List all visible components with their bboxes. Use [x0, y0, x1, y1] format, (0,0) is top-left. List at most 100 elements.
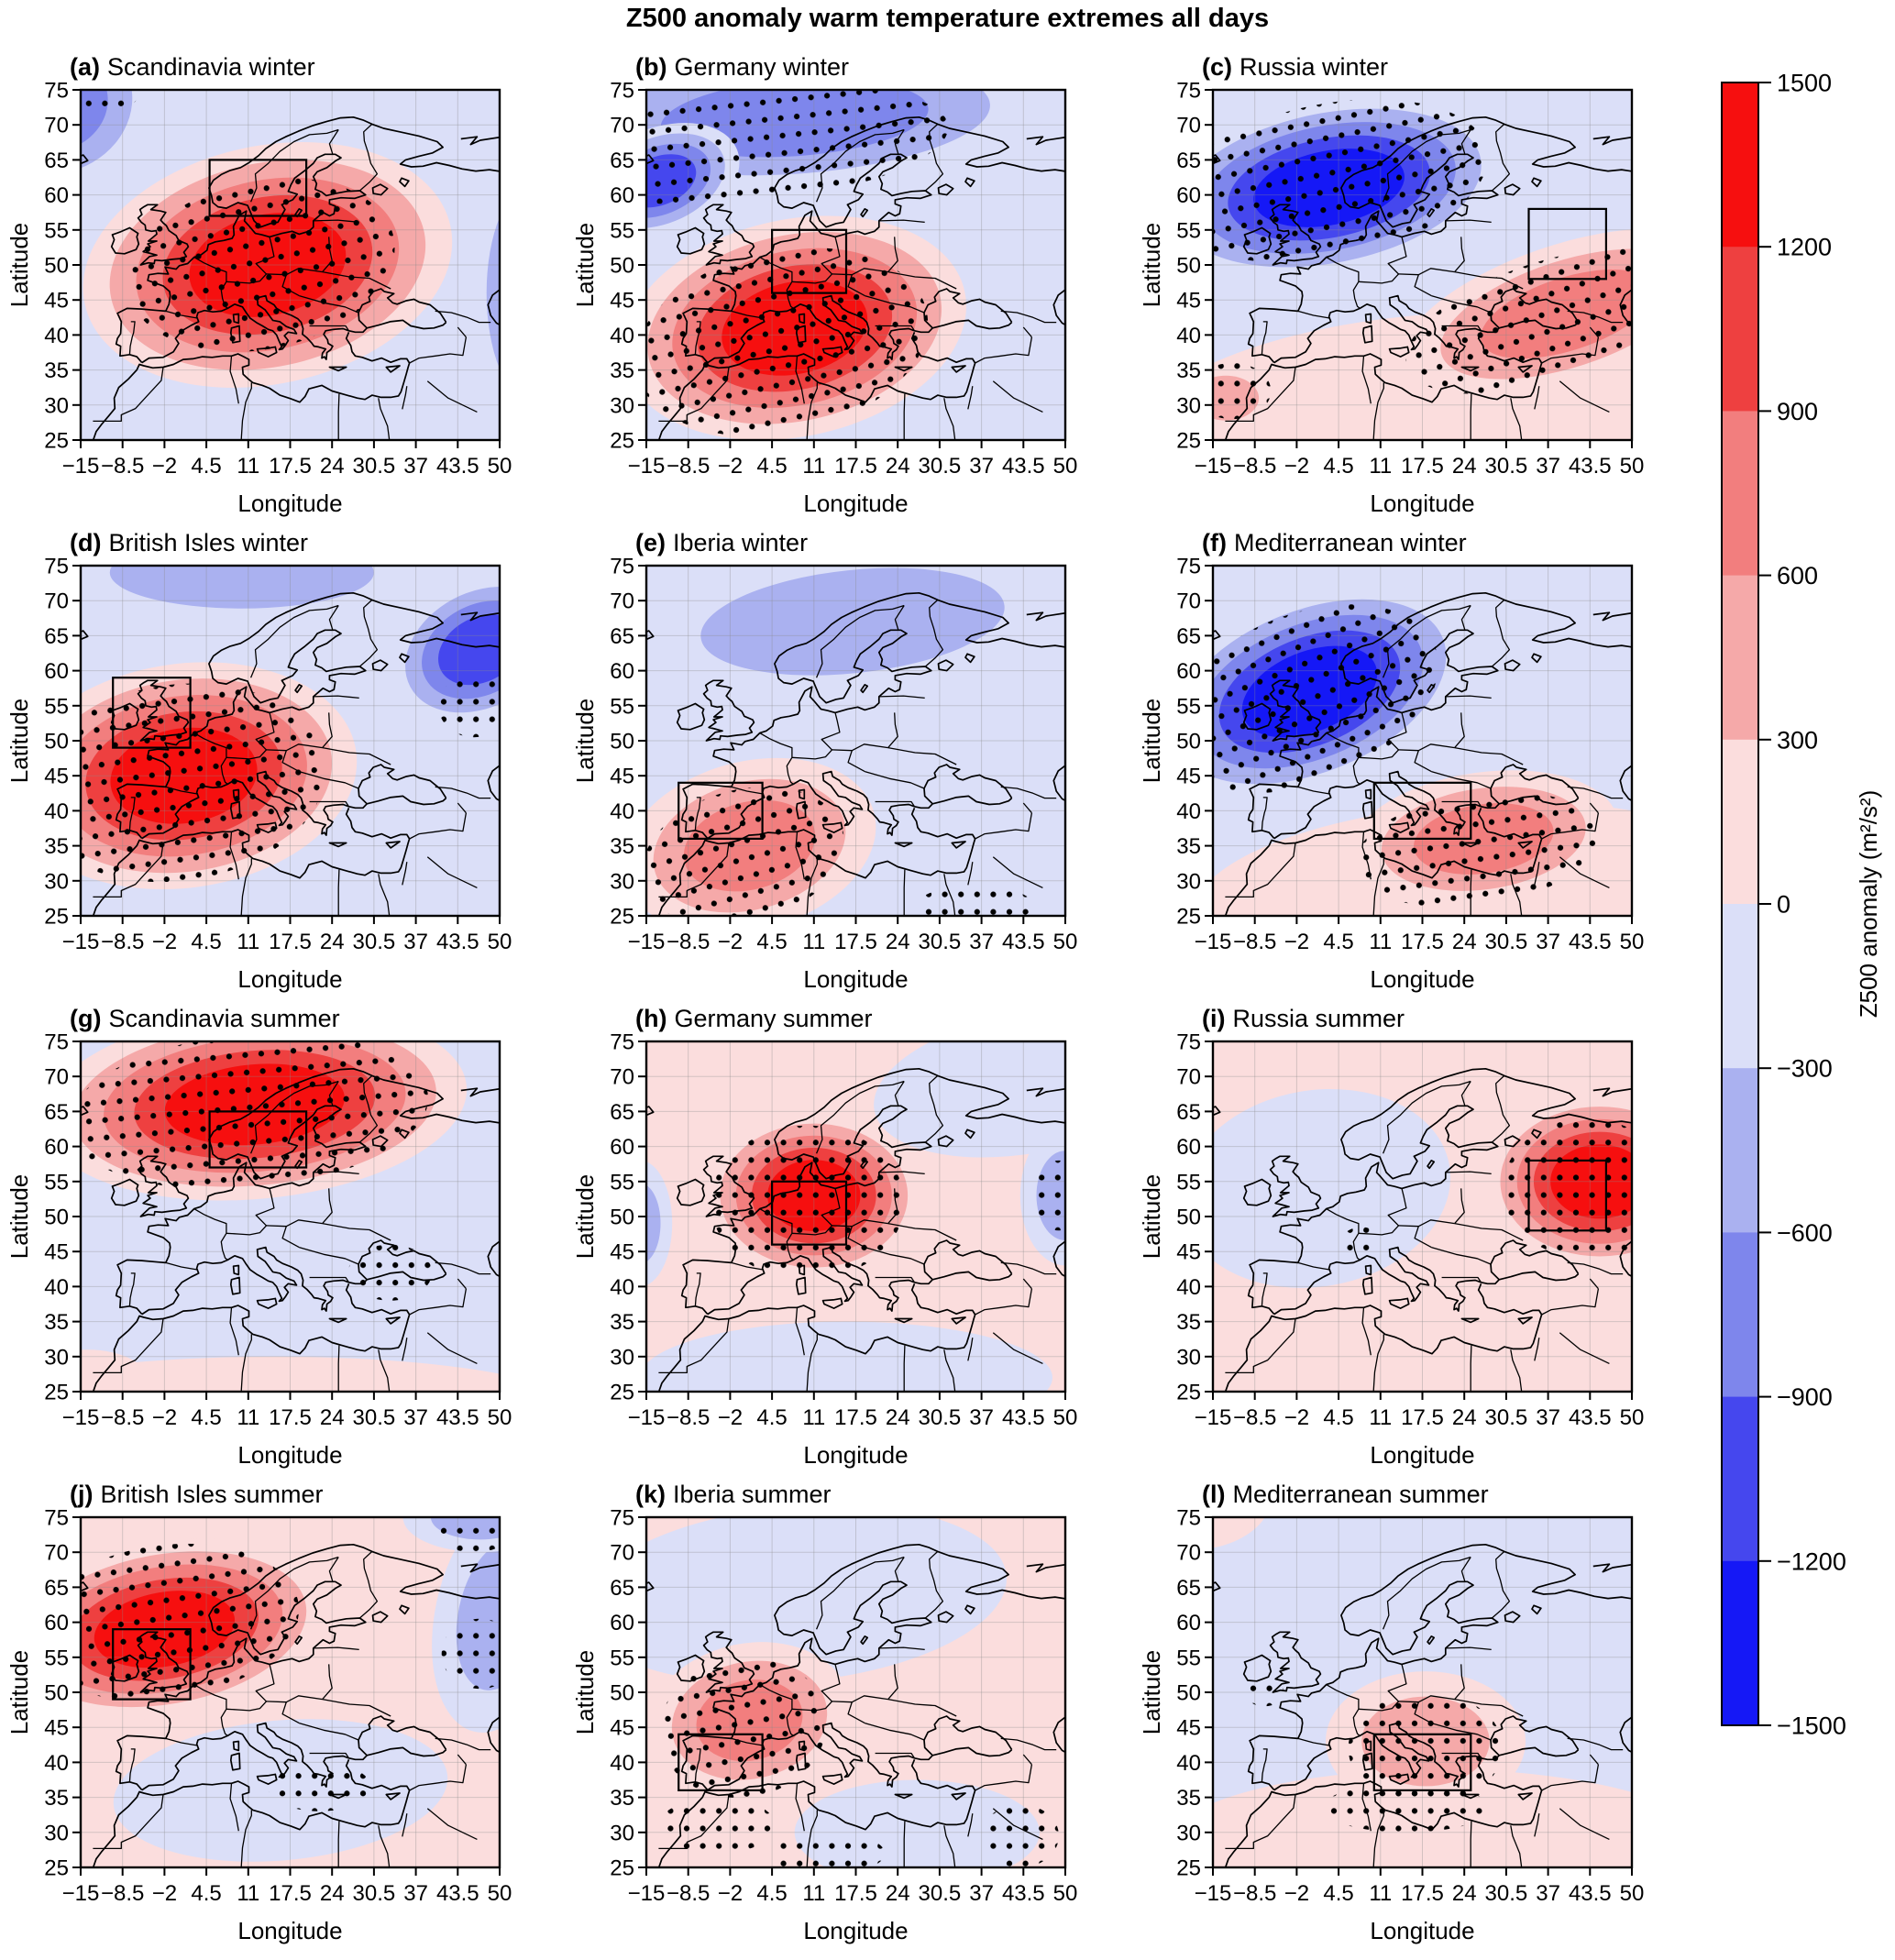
panel-c: 25 30 35 40 45 50 55 60 65 70 75 −15 −8.5 −2 4.5 11 17.5… [1132, 42, 1701, 521]
svg-text:50: 50 [1176, 1681, 1201, 1706]
svg-text:30.5: 30.5 [919, 930, 962, 954]
country-borders [1225, 599, 1624, 916]
svg-text:50: 50 [44, 1206, 69, 1230]
y-axis-label: Latitude [6, 223, 33, 308]
svg-text:−8.5: −8.5 [1233, 454, 1276, 479]
svg-text:30: 30 [610, 1345, 634, 1370]
svg-text:43.5: 43.5 [1002, 1881, 1045, 1906]
svg-text:−15: −15 [1195, 1405, 1232, 1430]
coastlines [646, 1067, 1065, 1392]
panel-j-svg: 25 30 35 40 45 50 55 60 65 70 75 −15 −8.5 −2 4.5 11 17.5… [6, 1481, 512, 1944]
svg-text:35: 35 [610, 834, 634, 859]
panel-title: (j) British Isles summer [70, 1481, 324, 1508]
svg-text:45: 45 [610, 765, 634, 789]
panel-g-svg: 25 30 35 40 45 50 55 60 65 70 75 −15 −8.5 −2 4.5 11 17.5… [6, 1005, 512, 1469]
svg-text:4.5: 4.5 [191, 454, 221, 479]
svg-text:4.5: 4.5 [756, 454, 787, 479]
svg-text:−2: −2 [152, 1405, 177, 1430]
svg-text:37: 37 [969, 1405, 994, 1430]
x-axis-label: Longitude [1370, 1441, 1474, 1469]
y-axis: 25 30 35 40 45 50 55 60 65 70 75 [44, 79, 81, 454]
svg-text:60: 60 [1176, 183, 1201, 208]
svg-text:24: 24 [886, 454, 910, 479]
svg-text:−8.5: −8.5 [667, 454, 710, 479]
svg-text:1200: 1200 [1777, 234, 1832, 261]
svg-text:50: 50 [1620, 454, 1645, 479]
panel-j: 25 30 35 40 45 50 55 60 65 70 75 −15 −8.5 −2 4.5 11 17.5… [0, 1470, 568, 1948]
svg-text:40: 40 [1176, 1275, 1201, 1300]
svg-text:65: 65 [44, 149, 69, 173]
svg-text:55: 55 [1176, 1646, 1201, 1670]
panel-k-svg: 25 30 35 40 45 50 55 60 65 70 75 −15 −8.5 −2 4.5 11 17.5… [571, 1481, 1078, 1944]
svg-text:11: 11 [802, 454, 825, 479]
y-axis: 25 30 35 40 45 50 55 60 65 70 75 [1176, 1030, 1213, 1405]
stipple-layer [81, 1517, 500, 1811]
svg-text:35: 35 [610, 1786, 634, 1811]
svg-text:30: 30 [610, 869, 634, 894]
svg-text:30: 30 [44, 869, 69, 894]
svg-text:−2: −2 [152, 1881, 177, 1906]
svg-text:24: 24 [1452, 454, 1477, 479]
svg-text:55: 55 [610, 1170, 634, 1195]
svg-text:75: 75 [1176, 79, 1201, 104]
svg-text:−8.5: −8.5 [101, 930, 144, 954]
svg-text:30.5: 30.5 [919, 1881, 962, 1906]
y-axis: 25 30 35 40 45 50 55 60 65 70 75 [1176, 79, 1213, 454]
svg-text:70: 70 [44, 1065, 69, 1090]
svg-text:24: 24 [320, 1881, 345, 1906]
svg-text:17.5: 17.5 [834, 930, 877, 954]
svg-text:25: 25 [610, 1856, 634, 1881]
country-borders [658, 1550, 1057, 1867]
svg-text:43.5: 43.5 [436, 1405, 479, 1430]
svg-text:37: 37 [1536, 930, 1560, 954]
x-axis-label: Longitude [1370, 490, 1474, 517]
svg-text:55: 55 [610, 1646, 634, 1670]
y-axis-label: Latitude [571, 1650, 599, 1735]
coastlines [646, 116, 1065, 440]
svg-text:30.5: 30.5 [1485, 1881, 1528, 1906]
svg-text:50: 50 [610, 1206, 634, 1230]
svg-text:43.5: 43.5 [1569, 1881, 1612, 1906]
x-axis-label: Longitude [237, 490, 342, 517]
country-borders [1225, 1550, 1624, 1867]
svg-text:25: 25 [1176, 1856, 1201, 1881]
svg-text:−600: −600 [1777, 1219, 1833, 1247]
svg-text:17.5: 17.5 [269, 1405, 312, 1430]
svg-text:50: 50 [1053, 1881, 1078, 1906]
svg-text:4.5: 4.5 [756, 1881, 787, 1906]
svg-text:−15: −15 [62, 1881, 100, 1906]
panel-title: (k) Iberia summer [635, 1481, 832, 1508]
svg-text:60: 60 [610, 183, 634, 208]
svg-text:4.5: 4.5 [191, 1405, 221, 1430]
svg-text:50: 50 [1620, 1405, 1645, 1430]
svg-text:70: 70 [1176, 589, 1201, 614]
svg-text:50: 50 [610, 730, 634, 754]
svg-text:17.5: 17.5 [1401, 930, 1444, 954]
region-box [1527, 207, 1608, 281]
panel-i: 25 30 35 40 45 50 55 60 65 70 75 −15 −8.5 −2 4.5 11 17.5… [1132, 994, 1701, 1472]
x-axis: −15 −8.5 −2 4.5 11 17.5 24 30.5 37 43.5 50 [62, 440, 512, 479]
region-box [1372, 781, 1472, 840]
svg-text:60: 60 [1176, 659, 1201, 684]
svg-text:11: 11 [1369, 454, 1392, 479]
svg-text:600: 600 [1777, 562, 1818, 589]
svg-text:70: 70 [1176, 114, 1201, 138]
stipple-layer [1213, 604, 1599, 908]
svg-text:30: 30 [44, 393, 69, 418]
svg-text:50: 50 [1176, 254, 1201, 279]
panel-title: (h) Germany summer [635, 1005, 873, 1032]
svg-text:70: 70 [44, 1541, 69, 1566]
svg-text:50: 50 [488, 1881, 512, 1906]
x-axis: −15 −8.5 −2 4.5 11 17.5 24 30.5 37 43.5 50 [62, 916, 512, 954]
svg-text:40: 40 [44, 1275, 69, 1300]
region-box [678, 781, 764, 840]
coastlines [81, 116, 500, 440]
svg-text:30.5: 30.5 [1485, 930, 1528, 954]
x-axis-label: Longitude [237, 1917, 342, 1944]
country-borders [93, 123, 491, 440]
svg-text:37: 37 [403, 1881, 428, 1906]
svg-text:−8.5: −8.5 [1233, 1405, 1276, 1430]
svg-text:43.5: 43.5 [436, 1881, 479, 1906]
svg-text:11: 11 [1369, 1405, 1392, 1430]
svg-text:45: 45 [44, 1240, 69, 1265]
